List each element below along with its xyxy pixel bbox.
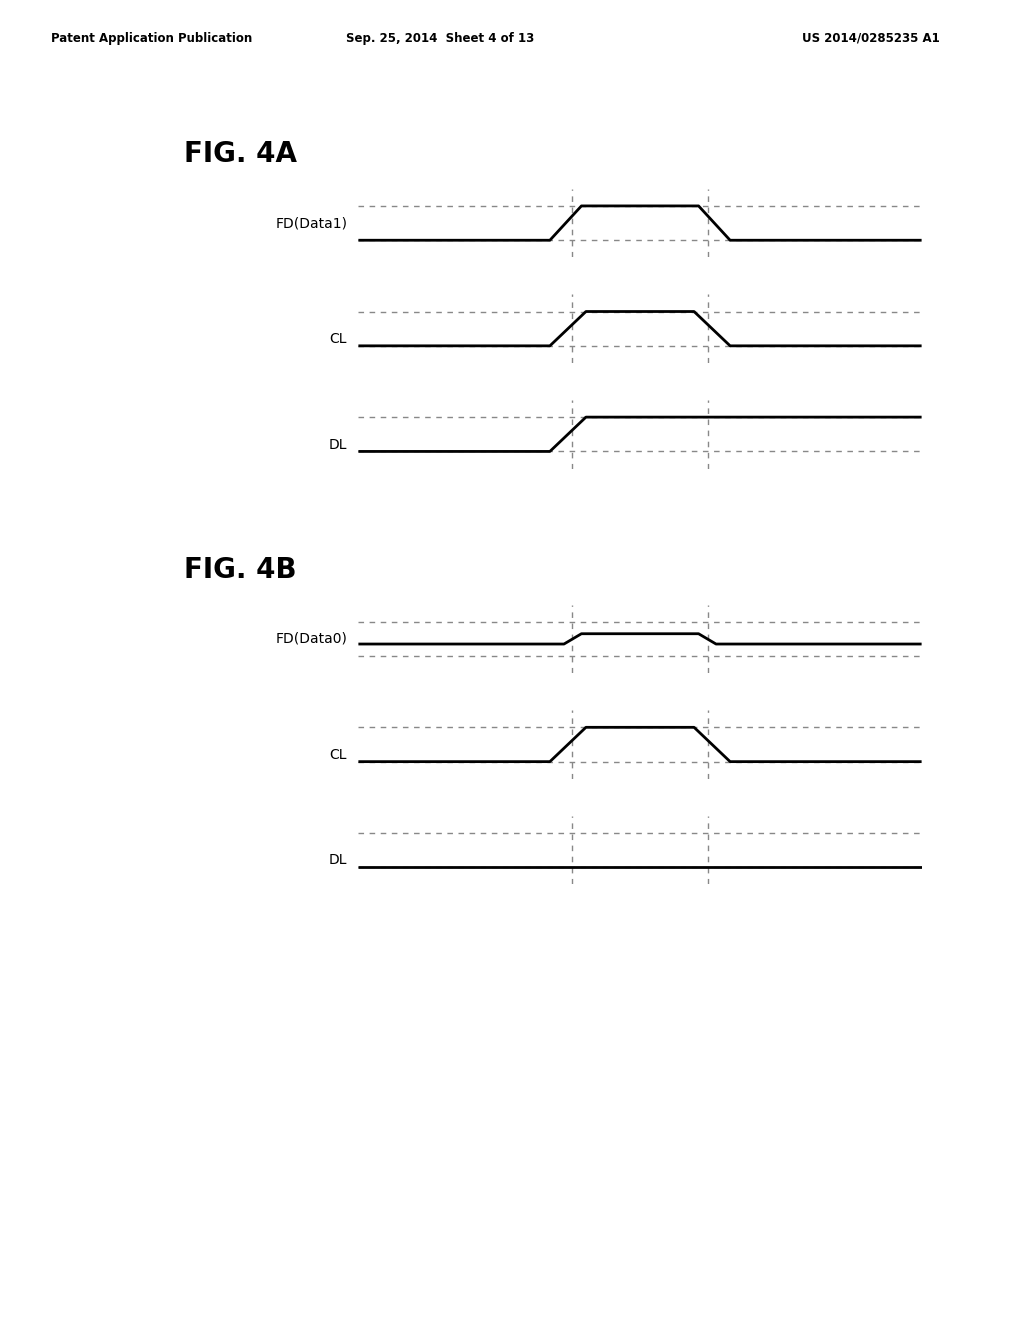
Text: Patent Application Publication: Patent Application Publication <box>51 32 253 45</box>
Text: Sep. 25, 2014  Sheet 4 of 13: Sep. 25, 2014 Sheet 4 of 13 <box>346 32 535 45</box>
Text: DL: DL <box>329 853 347 867</box>
Text: FD(Data0): FD(Data0) <box>275 632 347 645</box>
Text: CL: CL <box>330 747 347 762</box>
Text: CL: CL <box>330 331 347 346</box>
Text: DL: DL <box>329 437 347 451</box>
Text: US 2014/0285235 A1: US 2014/0285235 A1 <box>802 32 939 45</box>
Text: FD(Data1): FD(Data1) <box>275 216 347 230</box>
Text: FIG. 4B: FIG. 4B <box>184 556 297 583</box>
Text: FIG. 4A: FIG. 4A <box>184 140 297 168</box>
